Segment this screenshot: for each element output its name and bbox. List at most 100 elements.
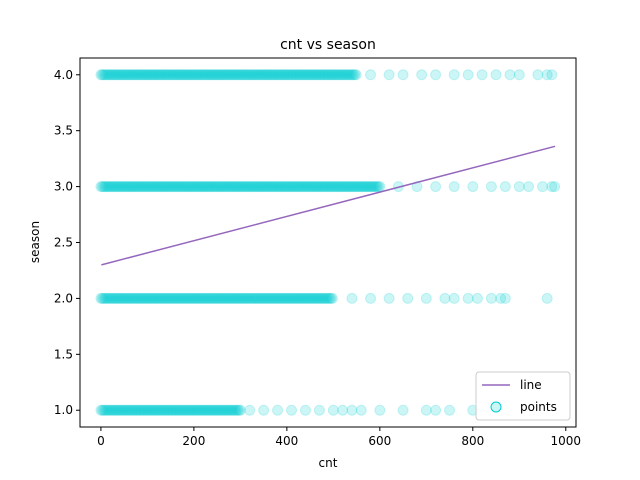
scatter-point [220, 292, 232, 304]
scatter-point [198, 181, 210, 193]
scatter-point [258, 292, 270, 304]
scatter-point [149, 404, 161, 416]
scatter-point [272, 181, 284, 193]
scatter-point [211, 404, 223, 416]
scatter-point [169, 292, 181, 304]
scatter-point [117, 69, 129, 81]
scatter-point [278, 292, 290, 304]
scatter-point [227, 69, 239, 81]
scatter-point [430, 181, 442, 193]
scatter-point [229, 404, 241, 416]
scatter-point [314, 69, 326, 81]
scatter-point [212, 292, 224, 304]
scatter-point [237, 181, 249, 193]
scatter-point [169, 181, 181, 193]
scatter-point [371, 181, 383, 193]
scatter-point [327, 404, 339, 416]
scatter-point [275, 181, 287, 193]
scatter-point [197, 292, 209, 304]
scatter-point [411, 181, 423, 193]
scatter-point [319, 181, 331, 193]
scatter-point [144, 404, 156, 416]
scatter-point [279, 69, 291, 81]
scatter-point [121, 69, 133, 81]
points-layer [95, 69, 561, 416]
scatter-point [170, 404, 182, 416]
scatter-point [100, 404, 112, 416]
scatter-point [254, 181, 266, 193]
scatter-point [254, 292, 266, 304]
scatter-point [130, 69, 142, 81]
scatter-point [223, 181, 235, 193]
scatter-point [177, 292, 189, 304]
scatter-point [310, 181, 322, 193]
scatter-point [165, 181, 177, 193]
scatter-point [158, 404, 170, 416]
scatter-point [282, 69, 294, 81]
scatter-point [321, 69, 333, 81]
scatter-point [324, 292, 336, 304]
scatter-point [206, 292, 218, 304]
legend-label-points: points [520, 400, 557, 414]
scatter-point [211, 292, 223, 304]
scatter-point [226, 69, 238, 81]
scatter-point [194, 181, 206, 193]
x-tick-label: 400 [275, 434, 298, 448]
scatter-point [140, 69, 152, 81]
scatter-point [523, 181, 535, 193]
scatter-point [222, 292, 234, 304]
scatter-point [160, 69, 172, 81]
scatter-point [212, 404, 224, 416]
scatter-point [200, 404, 212, 416]
scatter-point [186, 404, 198, 416]
scatter-point [124, 181, 136, 193]
scatter-point [193, 69, 205, 81]
scatter-point [135, 292, 147, 304]
scatter-point [448, 292, 460, 304]
scatter-point [106, 292, 118, 304]
scatter-point [265, 181, 277, 193]
scatter-point [183, 181, 195, 193]
scatter-point [114, 404, 126, 416]
legend: line points [475, 371, 571, 421]
scatter-point [158, 69, 170, 81]
scatter-point [240, 181, 252, 193]
scatter-point [268, 181, 280, 193]
scatter-point [181, 404, 193, 416]
scatter-point [114, 69, 126, 81]
scatter-point [116, 292, 128, 304]
scatter-point [303, 292, 315, 304]
scatter-point [103, 404, 115, 416]
scatter-point [209, 69, 221, 81]
scatter-point [173, 69, 185, 81]
scatter-point [215, 181, 227, 193]
scatter-point [448, 69, 460, 81]
scatter-point [159, 404, 171, 416]
scatter-point [218, 181, 230, 193]
scatter-point [232, 181, 244, 193]
scatter-point [110, 69, 122, 81]
scatter-point [243, 181, 255, 193]
scatter-point [311, 292, 323, 304]
scatter-point [229, 181, 241, 193]
scatter-point [268, 69, 280, 81]
scatter-point [239, 181, 251, 193]
scatter-point [287, 292, 299, 304]
scatter-point [123, 181, 135, 193]
scatter-point [100, 292, 112, 304]
y-axis-label: season [28, 221, 42, 263]
scatter-point [282, 292, 294, 304]
scatter-point [179, 69, 191, 81]
scatter-point [266, 292, 278, 304]
scatter-point [318, 181, 330, 193]
scatter-point [163, 404, 175, 416]
scatter-point [153, 69, 165, 81]
scatter-point [286, 69, 298, 81]
scatter-point [297, 69, 309, 81]
scatter-point [162, 404, 174, 416]
scatter-point [333, 181, 345, 193]
scatter-point [112, 292, 124, 304]
scatter-point [208, 292, 220, 304]
scatter-point [131, 69, 143, 81]
scatter-point [145, 181, 157, 193]
